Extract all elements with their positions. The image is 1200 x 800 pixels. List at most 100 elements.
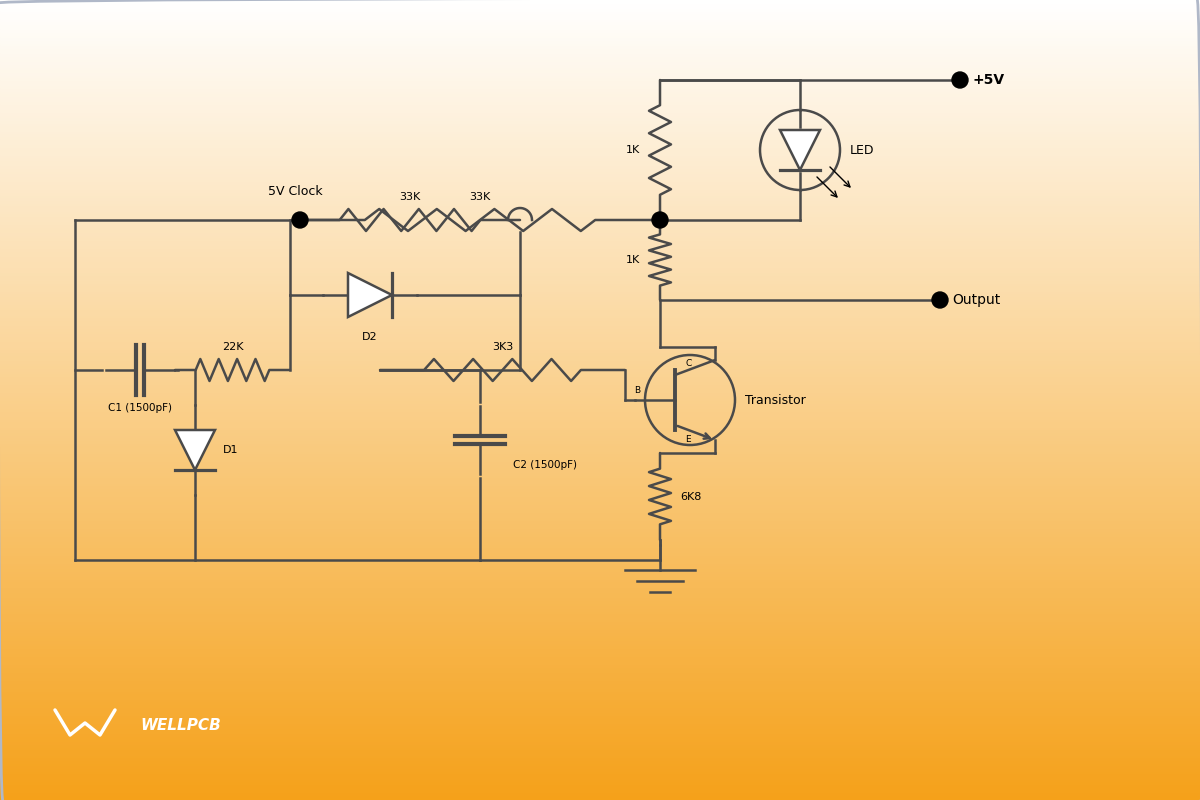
Bar — [0, 370, 1200, 374]
Bar — [0, 650, 1200, 654]
Bar — [0, 790, 1200, 792]
Bar — [0, 682, 1200, 686]
Bar — [0, 150, 1200, 152]
Bar — [0, 366, 1200, 368]
Bar — [0, 742, 1200, 744]
Bar — [0, 136, 1200, 138]
Bar — [0, 702, 1200, 704]
Bar — [0, 578, 1200, 582]
Bar — [0, 176, 1200, 178]
Bar — [0, 54, 1200, 56]
Bar — [0, 794, 1200, 798]
Bar — [0, 354, 1200, 358]
Bar — [0, 752, 1200, 754]
Bar — [0, 184, 1200, 186]
Bar — [0, 78, 1200, 80]
Bar — [0, 568, 1200, 570]
Bar — [0, 318, 1200, 320]
Polygon shape — [780, 130, 820, 170]
Bar — [0, 210, 1200, 214]
Bar — [0, 558, 1200, 560]
Bar — [0, 586, 1200, 590]
Bar — [0, 432, 1200, 434]
Bar — [0, 158, 1200, 160]
Bar — [0, 270, 1200, 272]
Bar — [0, 674, 1200, 678]
Bar — [0, 598, 1200, 600]
Bar — [0, 174, 1200, 176]
Bar — [0, 574, 1200, 576]
Bar — [0, 458, 1200, 462]
Bar — [0, 166, 1200, 168]
Bar — [0, 528, 1200, 530]
Bar — [0, 768, 1200, 770]
Bar — [0, 456, 1200, 458]
Bar — [0, 376, 1200, 378]
Bar — [0, 410, 1200, 414]
Bar — [0, 670, 1200, 672]
Bar — [0, 398, 1200, 400]
Bar — [0, 154, 1200, 158]
Bar — [0, 566, 1200, 568]
Bar — [0, 648, 1200, 650]
Bar — [0, 414, 1200, 416]
Bar — [0, 488, 1200, 490]
Bar — [0, 590, 1200, 592]
Bar — [0, 248, 1200, 250]
Bar — [0, 530, 1200, 534]
Bar — [0, 454, 1200, 456]
Bar — [0, 14, 1200, 16]
Bar — [0, 126, 1200, 128]
Bar — [0, 594, 1200, 598]
Text: C: C — [685, 359, 691, 368]
Bar — [0, 502, 1200, 504]
Bar — [0, 74, 1200, 78]
Circle shape — [952, 72, 968, 88]
Bar — [0, 46, 1200, 48]
Bar — [0, 290, 1200, 294]
Bar — [0, 146, 1200, 150]
Bar — [0, 754, 1200, 758]
Bar — [0, 298, 1200, 302]
Bar — [0, 774, 1200, 776]
Bar — [0, 786, 1200, 790]
Bar — [0, 478, 1200, 480]
Bar — [0, 720, 1200, 722]
Bar — [0, 216, 1200, 218]
Bar — [0, 94, 1200, 96]
Bar — [0, 106, 1200, 110]
Text: 33K: 33K — [400, 192, 421, 202]
Bar — [0, 104, 1200, 106]
Bar — [0, 254, 1200, 256]
Bar — [0, 518, 1200, 520]
Text: 5V Clock: 5V Clock — [268, 185, 323, 198]
Bar — [0, 760, 1200, 762]
Bar — [0, 402, 1200, 406]
Bar — [0, 342, 1200, 344]
Bar — [0, 304, 1200, 306]
Bar — [0, 264, 1200, 266]
Bar — [0, 608, 1200, 610]
Text: D2: D2 — [362, 332, 378, 342]
Bar — [0, 112, 1200, 114]
Bar — [0, 8, 1200, 10]
Bar — [0, 482, 1200, 486]
Bar — [0, 750, 1200, 752]
Bar — [0, 394, 1200, 398]
Bar — [0, 232, 1200, 234]
Bar — [0, 18, 1200, 22]
Bar — [0, 562, 1200, 566]
Bar — [0, 314, 1200, 318]
Bar — [0, 256, 1200, 258]
Bar — [0, 42, 1200, 46]
Bar — [0, 218, 1200, 222]
Bar — [0, 770, 1200, 774]
Bar — [0, 350, 1200, 352]
Bar — [0, 82, 1200, 86]
Bar — [0, 622, 1200, 624]
Bar — [0, 426, 1200, 430]
Bar — [0, 32, 1200, 34]
Bar — [0, 208, 1200, 210]
Bar — [0, 424, 1200, 426]
Bar — [0, 224, 1200, 226]
